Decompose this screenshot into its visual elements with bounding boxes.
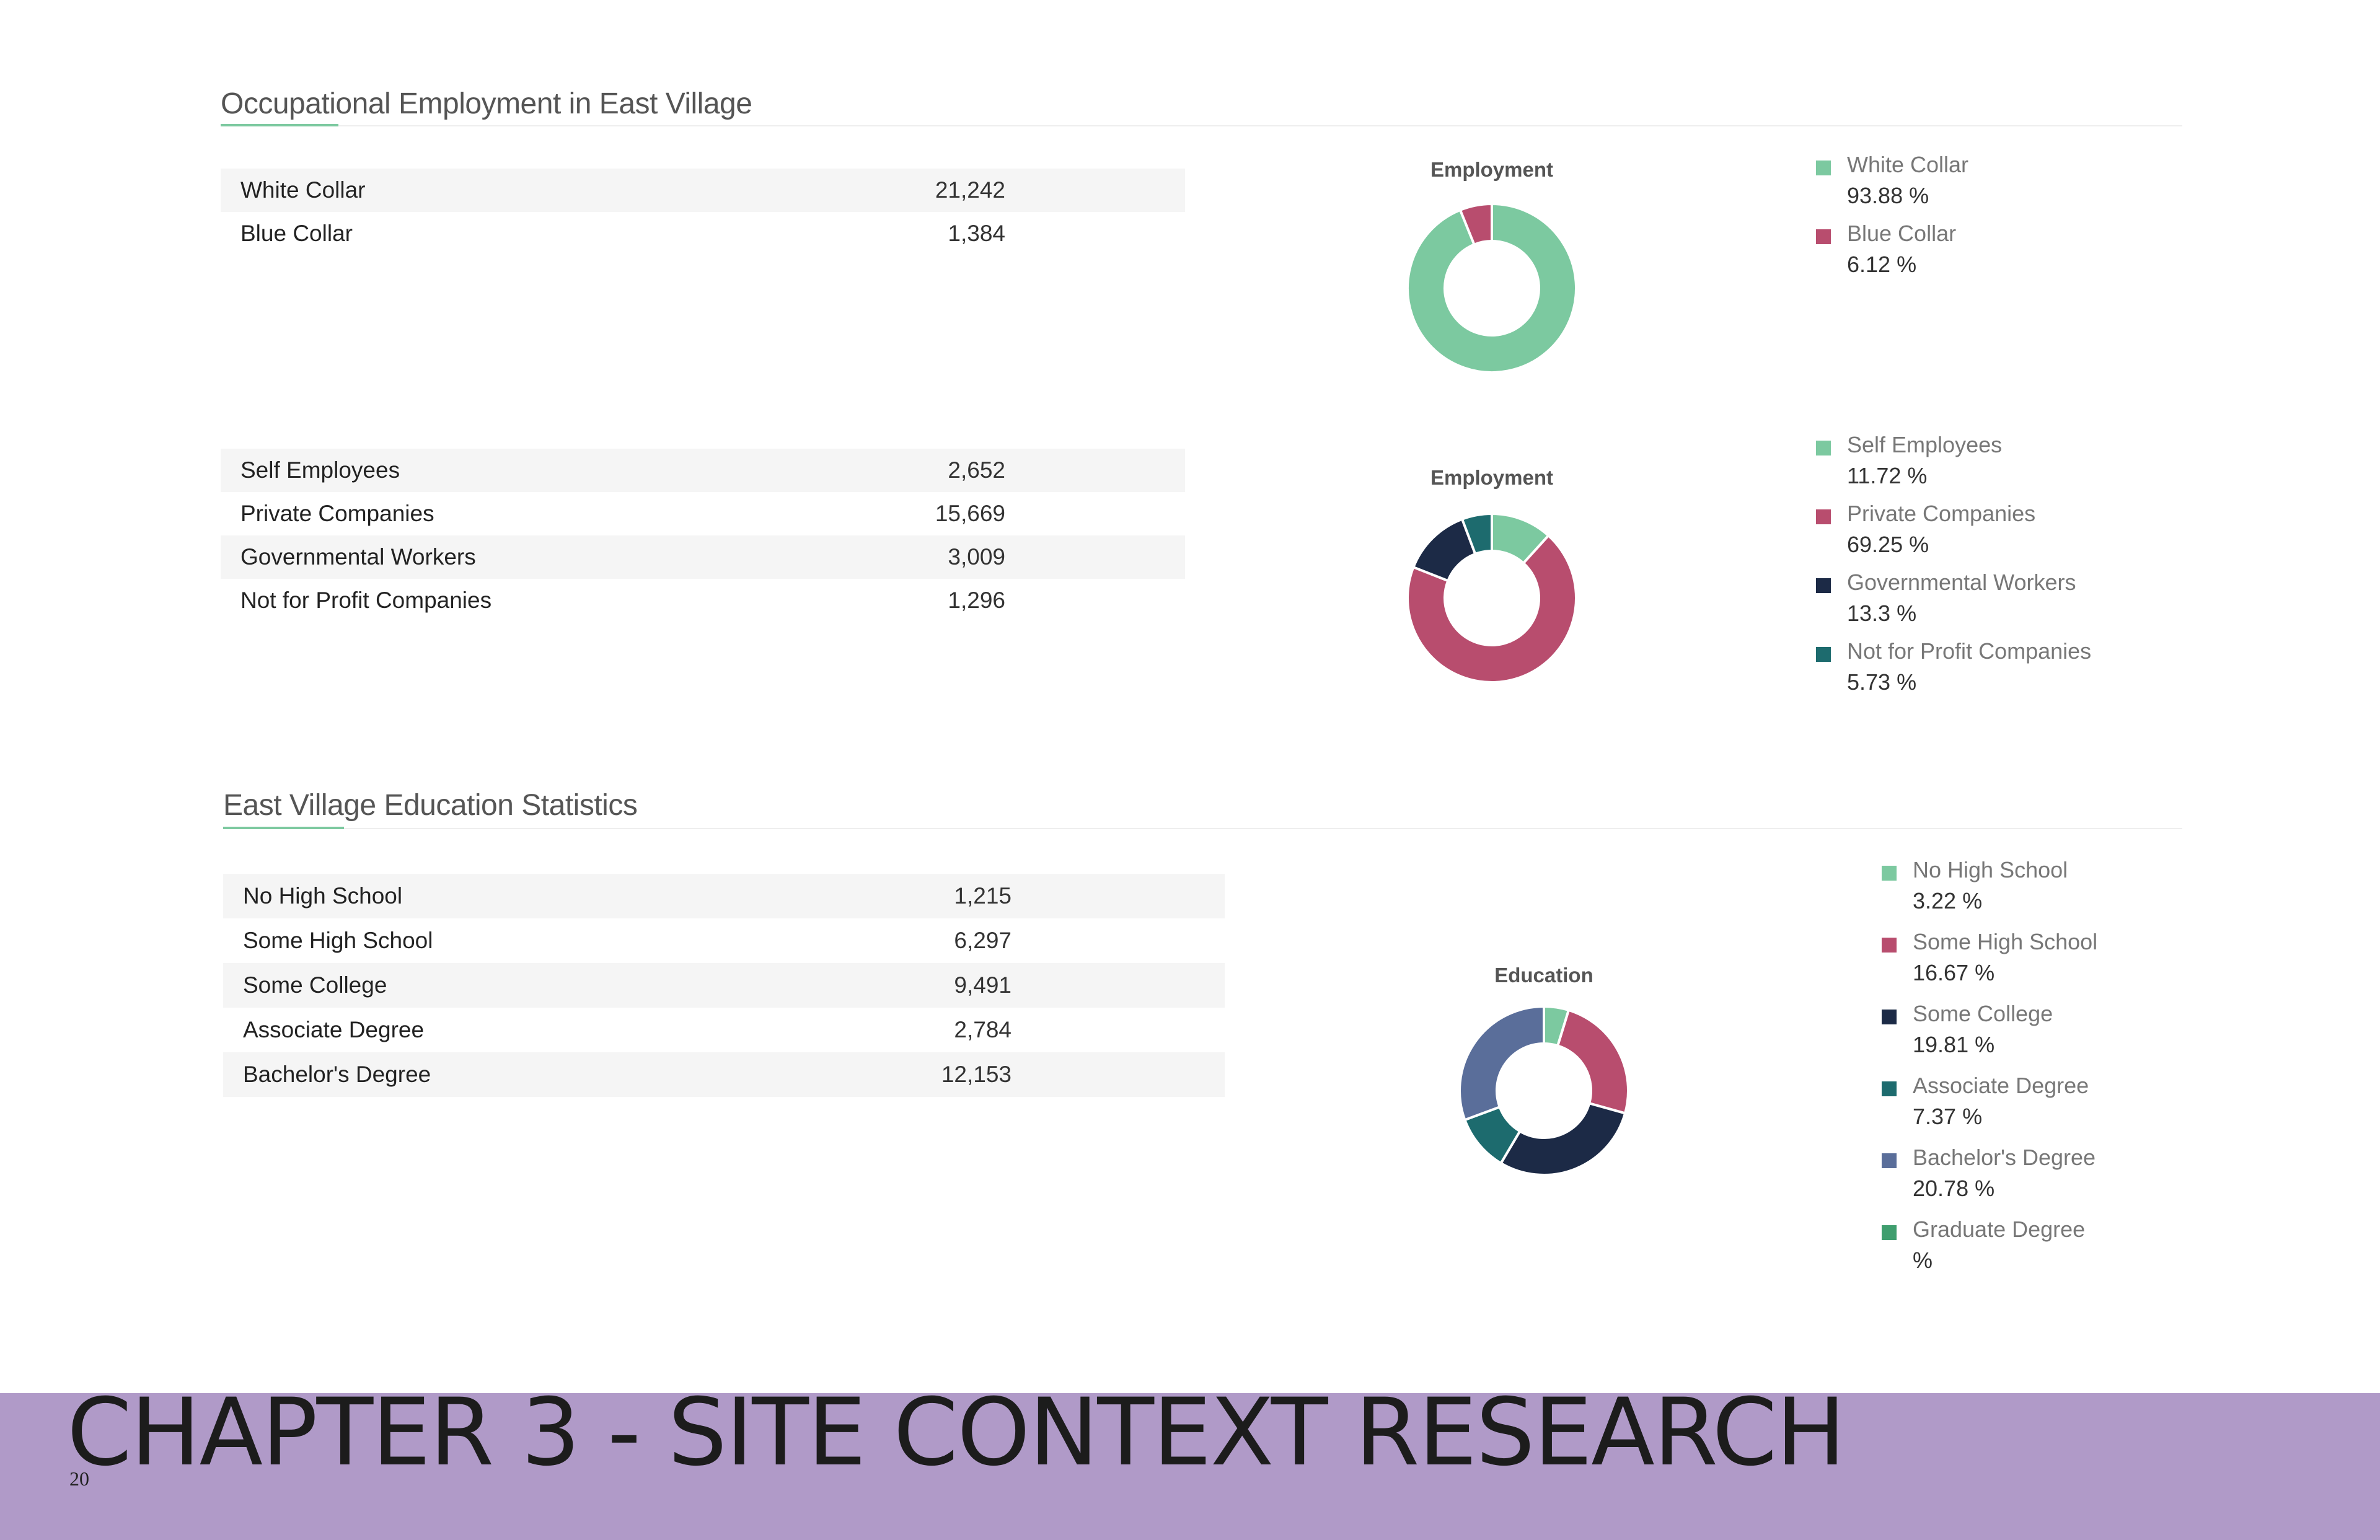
slice-blue-collar — [1458, 202, 1493, 247]
row-label: Self Employees — [240, 457, 400, 483]
legend-label: Some High School — [1913, 929, 2098, 954]
row-label: White Collar — [240, 177, 366, 203]
legend-label: White Collar — [1847, 152, 1969, 177]
row-value: 21,242 — [935, 177, 1005, 203]
legend-label: No High School — [1913, 857, 2068, 882]
legend-label: Blue Collar — [1847, 221, 1957, 246]
legend-value: % — [1913, 1247, 1933, 1273]
slice-private-companies — [1406, 534, 1577, 684]
row-value: 1,296 — [948, 587, 1005, 613]
legend-label: Some College — [1913, 1001, 2053, 1026]
row-label: Not for Profit Companies — [240, 587, 492, 613]
row-label: Private Companies — [240, 501, 434, 526]
row-value: 15,669 — [935, 501, 1005, 526]
row-label: No High School — [243, 883, 403, 909]
table-row: Not for Profit Companies 1,296 — [221, 579, 1185, 622]
table-row: Some High School 6,297 — [223, 918, 1225, 963]
section-title-education: East Village Education Statistics — [223, 789, 638, 822]
table-row: Self Employees 2,652 — [221, 449, 1185, 492]
donut-chart-employer — [1406, 512, 1577, 684]
donut-chart-collar — [1406, 202, 1577, 374]
legend-swatch — [1816, 441, 1831, 455]
legend-value: 11.72 % — [1847, 463, 1928, 488]
chart-title-employment-collar: Employment — [1430, 158, 1554, 181]
legend-value: 5.73 % — [1847, 669, 1917, 695]
legend-swatch — [1816, 229, 1831, 244]
legend-label: Bachelor's Degree — [1913, 1145, 2096, 1170]
legend-label: Self Employees — [1847, 432, 2003, 457]
slice-white-collar — [1406, 202, 1577, 374]
table-row: Associate Degree 2,784 — [223, 1008, 1225, 1052]
legend-value: 7.37 % — [1913, 1104, 1983, 1129]
row-value: 6,297 — [954, 928, 1011, 953]
legend-swatch — [1816, 578, 1831, 593]
page-number: 20 — [69, 1467, 89, 1490]
row-label: Governmental Workers — [240, 544, 476, 570]
section-accent-underline — [221, 124, 338, 126]
table-row: Governmental Workers 3,009 — [221, 535, 1185, 579]
slice-some-college — [1499, 1101, 1627, 1176]
table-row: Blue Collar 1,384 — [221, 212, 1185, 255]
legend-label: Associate Degree — [1913, 1073, 2089, 1098]
row-label: Associate Degree — [243, 1017, 425, 1042]
legend-label: Private Companies — [1847, 501, 2036, 526]
row-label: Bachelor's Degree — [243, 1062, 431, 1087]
row-value: 1,215 — [954, 883, 1011, 909]
legend-value: 19.81 % — [1913, 1032, 1995, 1057]
legend-value: 93.88 % — [1847, 183, 1929, 208]
row-label: Blue Collar — [240, 221, 353, 246]
legend-value: 3.22 % — [1913, 888, 1983, 913]
section-divider — [223, 828, 2182, 829]
row-value: 2,784 — [954, 1017, 1011, 1042]
slice-some-high-school — [1556, 1008, 1629, 1115]
education-table: No High School 1,215 Some High School 6,… — [223, 874, 1225, 1097]
row-value: 9,491 — [954, 972, 1011, 998]
table-row: Bachelor's Degree 12,153 — [223, 1052, 1225, 1097]
legend-swatch — [1882, 938, 1897, 953]
chart-title-education: Education — [1494, 964, 1593, 987]
legend-swatch — [1816, 647, 1831, 662]
legend-value: 6.12 % — [1847, 252, 1917, 277]
legend-value: 69.25 % — [1847, 532, 1929, 557]
legend-value: 20.78 % — [1913, 1176, 1995, 1201]
section-accent-underline — [223, 827, 344, 829]
chart-title-employment-employer: Employment — [1430, 466, 1554, 489]
legend-label: Governmental Workers — [1847, 570, 2076, 595]
legend-swatch — [1882, 866, 1897, 881]
legend-swatch — [1882, 1153, 1897, 1168]
legend-value: 16.67 % — [1913, 960, 1995, 985]
row-value: 3,009 — [948, 544, 1005, 570]
legend-value: 13.3 % — [1847, 601, 1917, 626]
legend-label: Graduate Degree — [1913, 1217, 2086, 1242]
legend-swatch — [1816, 509, 1831, 524]
section-divider — [221, 125, 2182, 126]
row-value: 2,652 — [948, 457, 1005, 483]
donut-chart-education — [1458, 1005, 1629, 1176]
row-label: Some College — [243, 972, 387, 998]
collar-table: White Collar 21,242 Blue Collar 1,384 — [221, 169, 1185, 255]
table-row: Some College 9,491 — [223, 963, 1225, 1008]
chapter-title: CHAPTER 3 - SITE CONTEXT RESEARCH — [67, 1379, 1846, 1487]
chapter-band — [0, 1393, 2380, 1540]
employer-table: Self Employees 2,652 Private Companies 1… — [221, 449, 1185, 622]
table-row: White Collar 21,242 — [221, 169, 1185, 212]
legend-swatch — [1882, 1225, 1897, 1240]
row-label: Some High School — [243, 928, 433, 953]
legend-label: Not for Profit Companies — [1847, 638, 2092, 664]
slice-not-for-profit-companies — [1460, 512, 1493, 556]
legend-swatch — [1882, 1010, 1897, 1024]
slice-bachelor-s-degree — [1458, 1005, 1545, 1122]
row-value: 12,153 — [941, 1062, 1011, 1087]
table-row: No High School 1,215 — [223, 874, 1225, 918]
legend-swatch — [1816, 161, 1831, 175]
legend-swatch — [1882, 1081, 1897, 1096]
table-row: Private Companies 15,669 — [221, 492, 1185, 535]
section-title-occupation: Occupational Employment in East Village — [221, 87, 752, 120]
row-value: 1,384 — [948, 221, 1005, 246]
